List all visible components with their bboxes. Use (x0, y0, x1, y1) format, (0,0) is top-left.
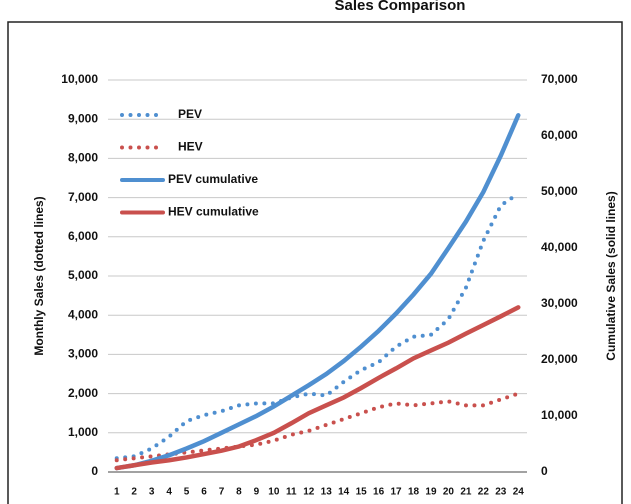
x-tick-label: 1 (114, 487, 120, 498)
y2ticks-label: 70,000 (541, 72, 578, 86)
x-tick-label: 9 (254, 487, 260, 498)
chart-title: Sales Comparison (335, 0, 466, 14)
x-tick-label: 11 (286, 487, 297, 498)
yticks-label: 10,000 (61, 72, 98, 86)
x-tick-label: 7 (219, 487, 225, 498)
x-tick-label: 17 (391, 487, 403, 498)
x-tick-label: 15 (356, 487, 368, 498)
legend-label: PEV cumulative (168, 172, 258, 186)
y2ticks-label: 60,000 (541, 128, 578, 142)
series-line (114, 305, 521, 471)
x-tick-label: 16 (373, 487, 385, 498)
yticks-label: 1,000 (68, 425, 98, 439)
yticks-label: 7,000 (68, 190, 98, 204)
yticks-label: 4,000 (68, 307, 98, 321)
y2ticks-label: 0 (541, 464, 548, 478)
chart-frame (7, 21, 623, 504)
x-tick-label: 4 (166, 487, 172, 498)
y2ticks-label: 50,000 (541, 184, 578, 198)
x-tick-label: 18 (408, 487, 420, 498)
y2ticks-label: 30,000 (541, 296, 578, 310)
y2ticks-label: 40,000 (541, 240, 578, 254)
x-tick-label: 5 (184, 487, 190, 498)
legend-label: PEV (178, 107, 202, 121)
legend-label: HEV cumulative (168, 205, 259, 219)
yticks-label: 2,000 (68, 386, 98, 400)
y2ticks-label: 10,000 (541, 408, 578, 422)
yticks-label: 3,000 (68, 347, 98, 361)
yticks-label: 0 (91, 464, 98, 478)
yticks-label: 8,000 (68, 151, 98, 165)
x-tick-label: 23 (495, 487, 507, 498)
y2-axis-label: Cumulative Sales (solid lines) (604, 191, 618, 360)
x-tick-label: 3 (149, 487, 155, 498)
x-tick-label: 2 (131, 487, 137, 498)
series-line (114, 191, 521, 461)
yticks-label: 5,000 (68, 268, 98, 282)
y2ticks-label: 20,000 (541, 352, 578, 366)
yticks-label: 6,000 (68, 229, 98, 243)
x-tick-label: 6 (201, 487, 207, 498)
x-tick-label: 8 (236, 487, 242, 498)
x-tick-label: 12 (303, 487, 315, 498)
y-axis-label: Monthly Sales (dotted lines) (32, 196, 46, 355)
series-line (114, 391, 521, 463)
x-tick-label: 21 (460, 487, 472, 498)
x-tick-label: 19 (425, 487, 437, 498)
x-tick-label: 20 (443, 487, 455, 498)
x-tick-label: 14 (338, 487, 350, 498)
yticks-label: 9,000 (68, 111, 98, 125)
x-tick-label: 24 (513, 487, 525, 498)
legend-label: HEV (178, 140, 203, 154)
series-line (114, 113, 521, 471)
x-tick-label: 22 (478, 487, 490, 498)
x-tick-label: 13 (321, 487, 333, 498)
x-tick-label: 10 (268, 487, 280, 498)
